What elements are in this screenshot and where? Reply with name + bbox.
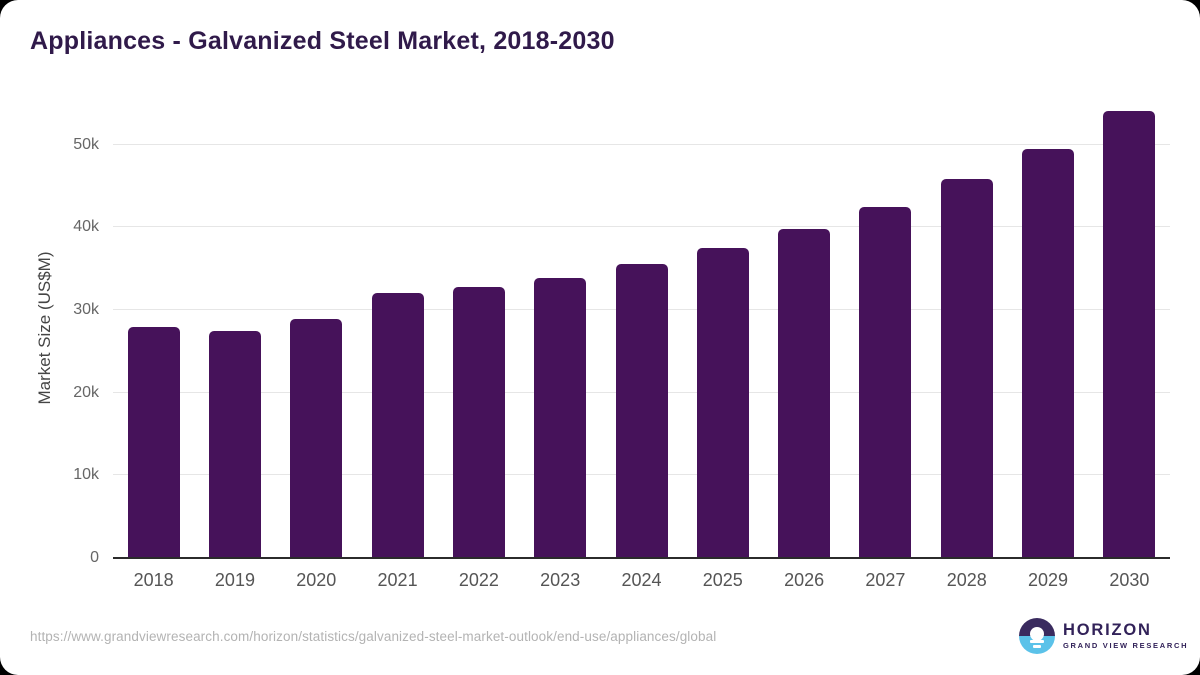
bar-2022[interactable] <box>452 286 505 558</box>
x-tick-label: 2018 <box>133 570 174 590</box>
x-tick-label: 2030 <box>1109 570 1150 590</box>
bar-2019[interactable] <box>208 331 261 558</box>
chart-title: Appliances - Galvanized Steel Market, 20… <box>30 27 615 55</box>
x-tick-label: 2027 <box>865 570 906 590</box>
gridline <box>113 226 1170 228</box>
bar-2018[interactable] <box>127 327 180 558</box>
y-tick-label: 40k <box>73 218 99 236</box>
x-tick-label: 2023 <box>540 570 581 590</box>
horizon-logo: HORIZON GRAND VIEW RESEARCH <box>1019 618 1188 654</box>
bar-2030[interactable] <box>1103 110 1156 558</box>
y-axis-title: Market Size (US$M) <box>35 251 54 405</box>
bar-2024[interactable] <box>615 263 668 558</box>
y-tick-label: 10k <box>73 466 99 484</box>
x-tick-label: 2026 <box>784 570 825 590</box>
bar-2027[interactable] <box>859 206 912 558</box>
bar-2029[interactable] <box>1022 148 1075 558</box>
x-tick-label: 2022 <box>458 570 499 590</box>
logo-tagline: GRAND VIEW RESEARCH <box>1063 641 1189 651</box>
bar-2028[interactable] <box>940 179 993 558</box>
bar-2023[interactable] <box>534 277 587 558</box>
logo-text: HORIZON GRAND VIEW RESEARCH <box>1063 620 1189 651</box>
x-tick-label: 2029 <box>1028 570 1069 590</box>
x-axis-line <box>113 557 1170 559</box>
y-tick-label: 30k <box>73 300 99 318</box>
horizon-line-icon <box>1033 645 1041 648</box>
y-tick-label: 20k <box>73 383 99 401</box>
bar-2026[interactable] <box>778 228 831 558</box>
x-tick-label: 2028 <box>946 570 987 590</box>
y-tick-label: 0 <box>90 549 99 566</box>
x-tick-label: 2020 <box>296 570 337 590</box>
sun-icon <box>1030 627 1044 641</box>
source-url: https://www.grandviewresearch.com/horizo… <box>30 629 717 644</box>
x-tick-label: 2024 <box>621 570 662 590</box>
x-tick-label: 2025 <box>702 570 743 590</box>
logo-brand: HORIZON <box>1063 620 1152 639</box>
bar-2025[interactable] <box>696 247 749 558</box>
x-tick-label: 2021 <box>377 570 418 590</box>
y-tick-label: 50k <box>73 135 99 153</box>
horizon-logo-icon <box>1019 618 1055 654</box>
horizon-line-icon <box>1030 640 1044 643</box>
plot-area: 0 10k 20k 30k 40k 50k 2018 2019 2020 2021 2022 2023… <box>73 95 1170 590</box>
bar-2021[interactable] <box>371 292 424 558</box>
gridline <box>113 143 1170 145</box>
bar-2020[interactable] <box>290 319 343 558</box>
x-tick-label: 2019 <box>214 570 255 590</box>
